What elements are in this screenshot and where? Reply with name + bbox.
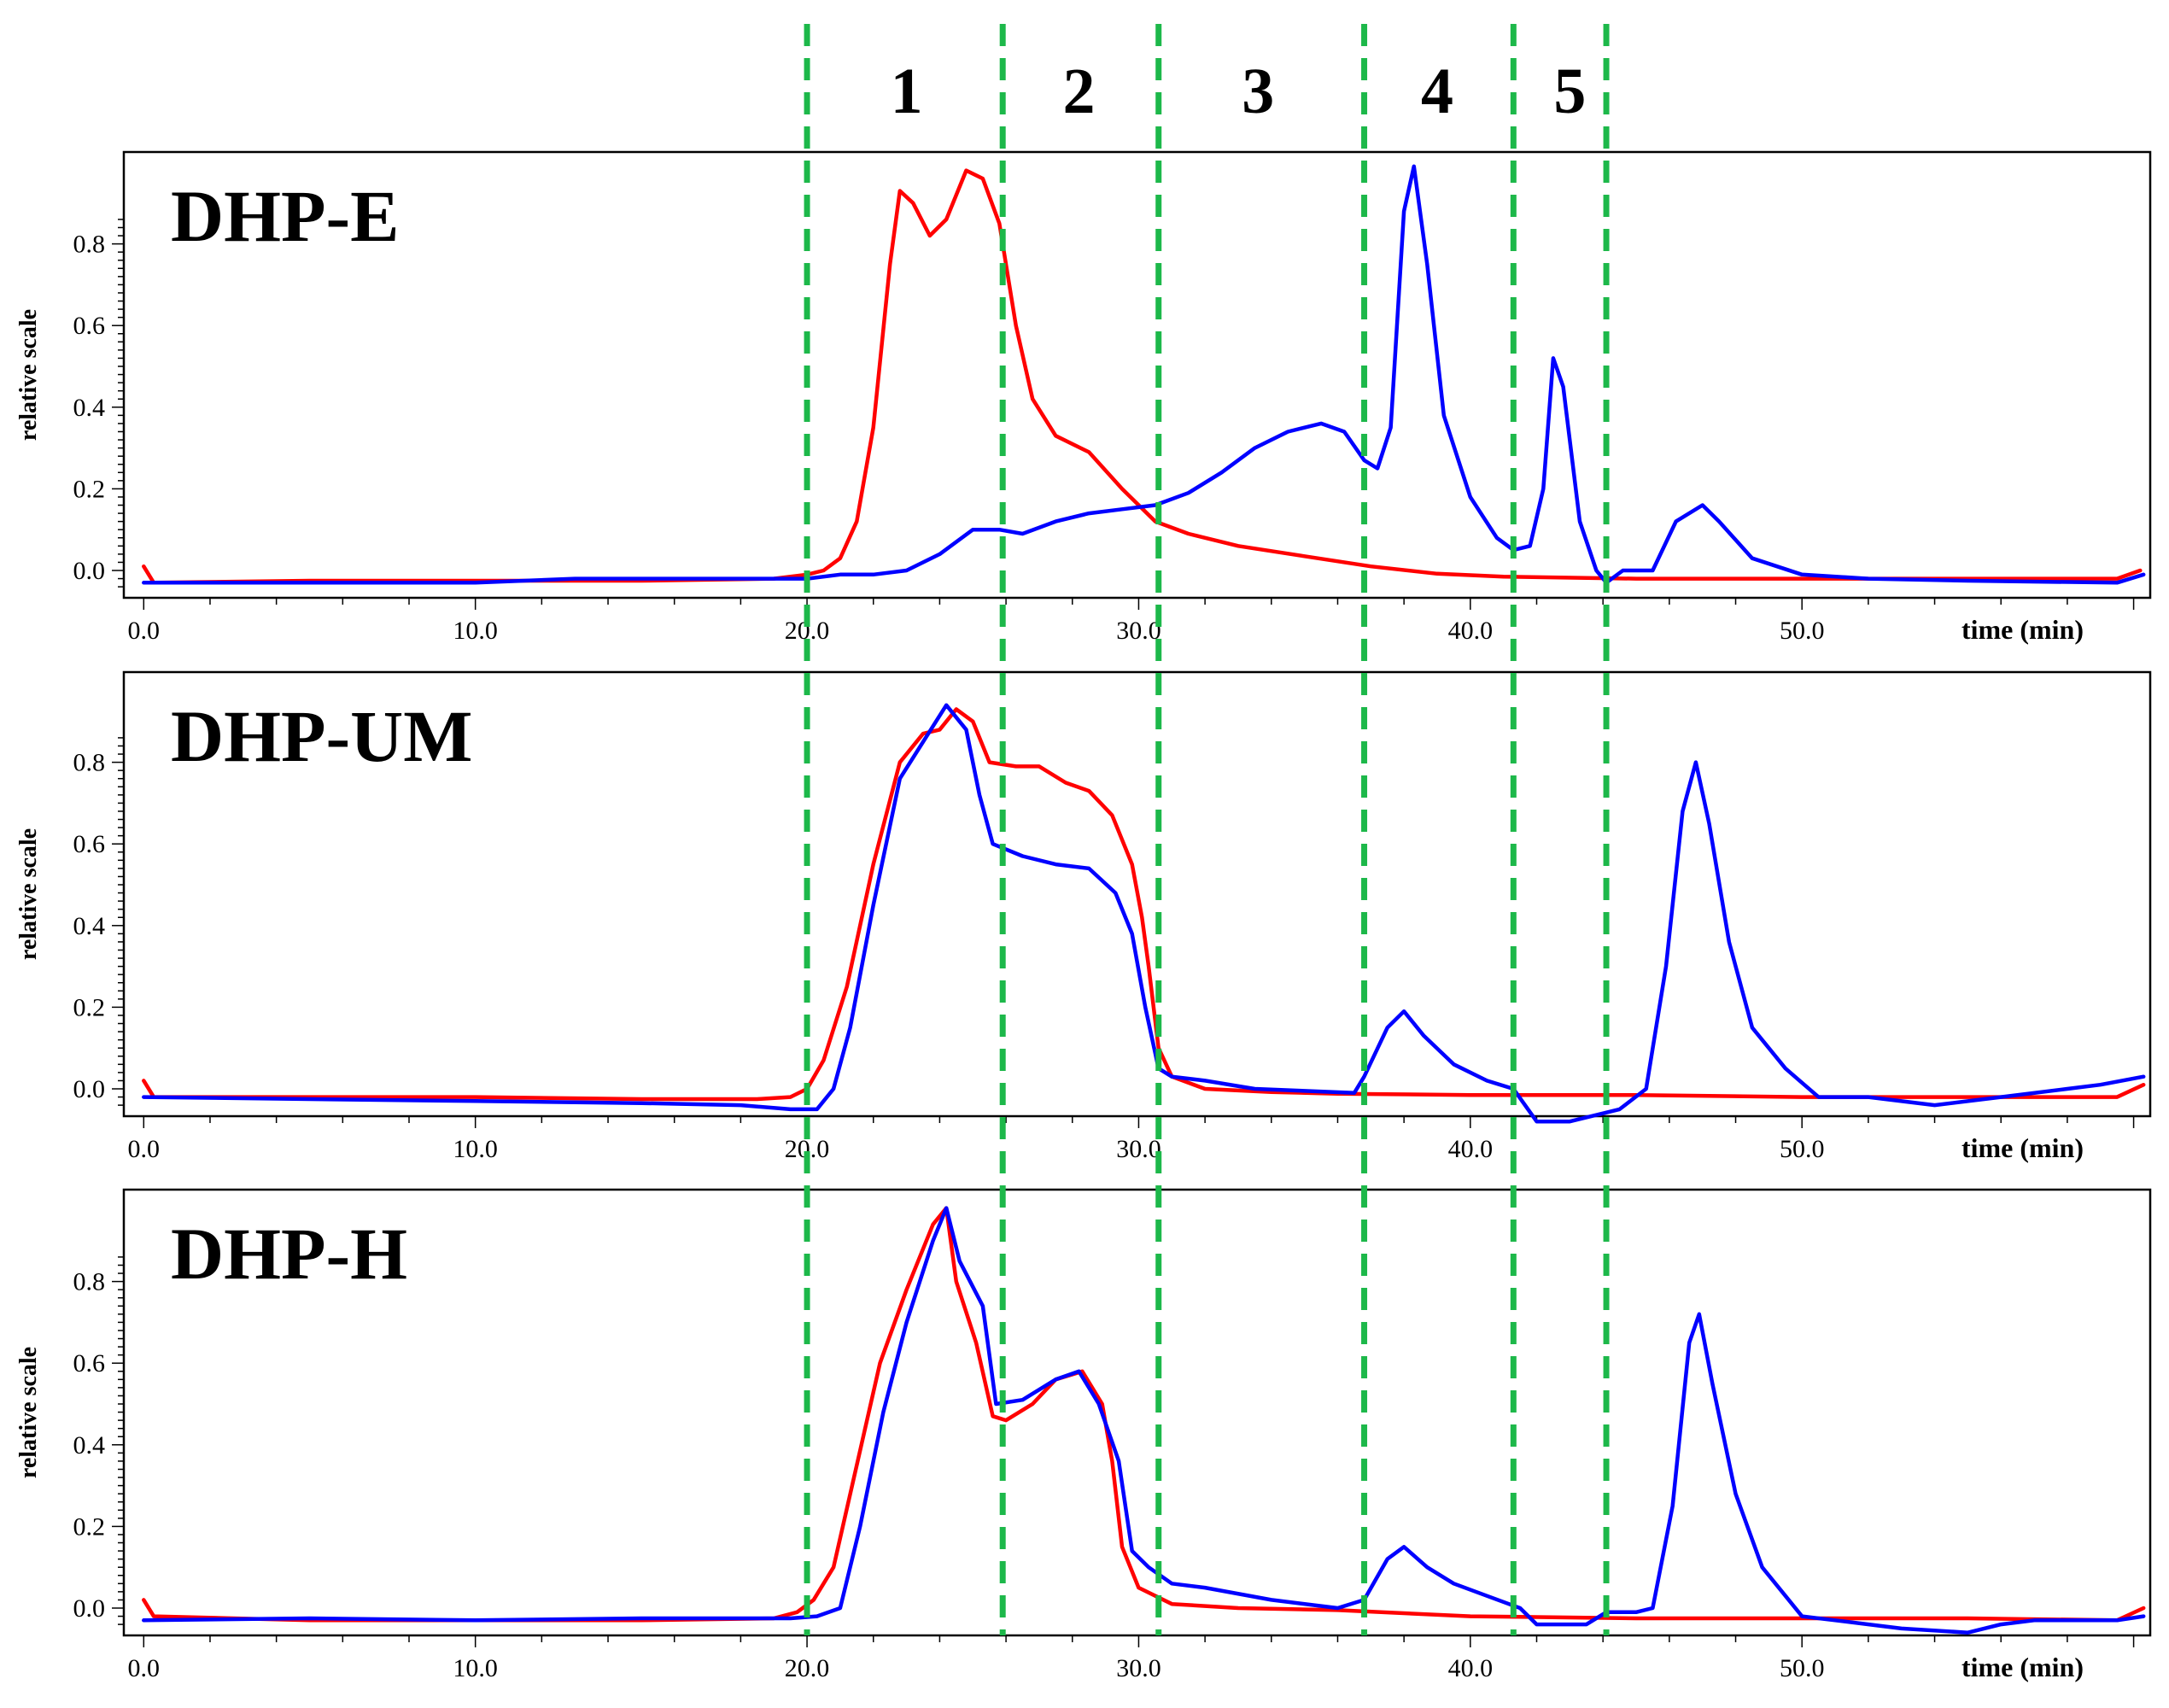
y-tick-label: 0.2 <box>73 993 106 1021</box>
y-tick-label: 0.2 <box>73 1512 106 1541</box>
series-line-blue <box>142 164 2146 585</box>
y-tick-label: 0.0 <box>73 1075 106 1103</box>
x-tick-label: 40.0 <box>1448 617 1494 645</box>
panel-title: DHP-E <box>171 175 400 257</box>
y-tick-label: 0.4 <box>73 912 106 940</box>
y-tick-label: 0.8 <box>73 231 106 259</box>
series-line-blue <box>142 1206 2146 1635</box>
plot-frame <box>122 150 2152 600</box>
x-tick-label: 30.0 <box>1116 1654 1161 1682</box>
x-axis-label: time (min) <box>1961 1652 2084 1682</box>
x-tick-label: 10.0 <box>453 617 498 645</box>
y-tick-label: 0.8 <box>73 749 106 777</box>
x-tick-label: 10.0 <box>453 1654 498 1682</box>
region-label: 4 <box>1421 56 1453 127</box>
x-tick-label: 40.0 <box>1448 1135 1494 1163</box>
x-axis-label: time (min) <box>1961 614 2084 645</box>
x-tick-label: 30.0 <box>1116 617 1161 645</box>
series-line-red <box>142 1206 2146 1623</box>
series-line-red <box>142 168 2143 585</box>
plot-frame <box>122 670 2152 1118</box>
y-axis-label: relative scale <box>15 309 42 441</box>
x-tick-label: 10.0 <box>453 1135 498 1163</box>
panel-title: DHP-UM <box>171 695 472 777</box>
plot-frame <box>122 1188 2152 1637</box>
x-tick-label: 0.0 <box>128 1135 161 1163</box>
y-tick-label: 0.0 <box>73 1594 106 1623</box>
x-tick-label: 40.0 <box>1448 1654 1494 1682</box>
x-tick-label: 20.0 <box>785 1654 830 1682</box>
series-line-red <box>142 707 2146 1102</box>
y-axis-label: relative scale <box>15 828 42 960</box>
y-tick-label: 0.6 <box>73 830 106 858</box>
y-tick-label: 0.6 <box>73 312 106 340</box>
region-label: 3 <box>1242 56 1274 127</box>
y-axis-label: relative scale <box>15 1347 42 1478</box>
y-tick-label: 0.0 <box>73 557 106 585</box>
y-tick-label: 0.4 <box>73 1431 106 1459</box>
y-tick-label: 0.8 <box>73 1268 106 1296</box>
region-label: 1 <box>891 56 923 127</box>
y-tick-label: 0.2 <box>73 475 106 503</box>
x-tick-label: 0.0 <box>128 617 161 645</box>
x-tick-label: 50.0 <box>1780 1135 1825 1163</box>
y-tick-label: 0.4 <box>73 394 106 422</box>
region-label: 2 <box>1063 56 1096 127</box>
series-line-blue <box>142 703 2146 1124</box>
x-tick-label: 50.0 <box>1780 1654 1825 1682</box>
y-tick-label: 0.6 <box>73 1349 106 1378</box>
region-label: 5 <box>1553 56 1586 127</box>
x-tick-label: 0.0 <box>128 1654 161 1682</box>
panel-title: DHP-H <box>171 1213 407 1295</box>
x-tick-label: 30.0 <box>1116 1135 1161 1163</box>
x-axis-label: time (min) <box>1961 1132 2084 1163</box>
x-tick-label: 50.0 <box>1780 617 1825 645</box>
